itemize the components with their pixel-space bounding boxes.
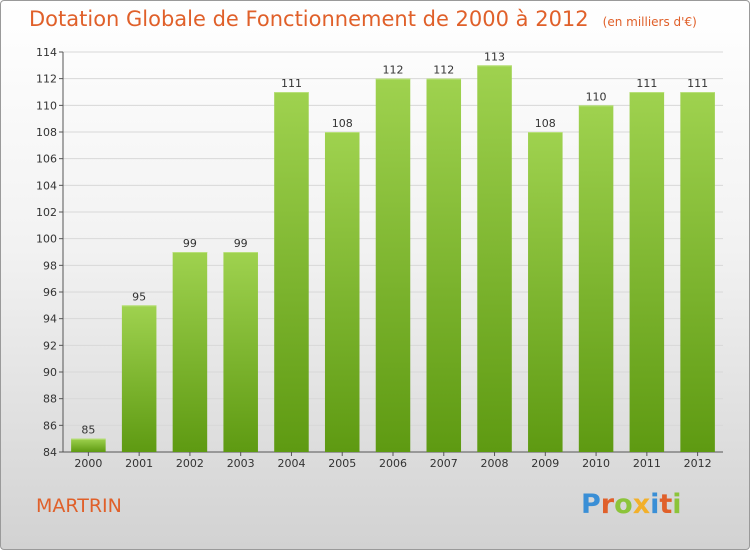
- bar: [629, 92, 665, 452]
- x-tick-label: 2010: [582, 457, 610, 470]
- data-label: 108: [535, 117, 556, 130]
- x-tick-label: 2001: [125, 457, 153, 470]
- bar: [578, 105, 614, 452]
- y-tick-label: 96: [43, 286, 57, 299]
- y-tick-label: 94: [43, 313, 57, 326]
- logo-letter: P: [581, 489, 601, 520]
- bar: [121, 305, 157, 452]
- data-labels: 85 95 99 99 111 108 112 112 113 108 110 111 111: [81, 50, 708, 436]
- bar: [680, 92, 715, 452]
- title-text: Dotation Globale de Fonctionnement de 20…: [29, 7, 589, 31]
- y-tick-label: 88: [43, 393, 57, 406]
- data-label: 99: [234, 237, 248, 250]
- data-label: 95: [132, 290, 146, 303]
- data-label: 112: [383, 64, 404, 77]
- data-label: 113: [484, 50, 505, 63]
- x-tick-label: 2009: [531, 457, 559, 470]
- y-tick-label: 108: [36, 126, 57, 139]
- bar: [426, 78, 462, 453]
- proxiti-logo: Proxiti: [581, 489, 682, 520]
- bar: [375, 78, 411, 453]
- data-label: 111: [636, 77, 657, 90]
- y-tick-label: 110: [36, 99, 57, 112]
- x-tick-label: 2006: [379, 457, 407, 470]
- y-tick-label: 98: [43, 259, 57, 272]
- y-tick-label: 104: [36, 179, 57, 192]
- logo-letter: o: [614, 489, 633, 520]
- logo-letter: i: [650, 489, 660, 520]
- y-tick-label: 92: [43, 339, 57, 352]
- data-label: 111: [281, 77, 302, 90]
- y-tick-label: 84: [43, 446, 57, 459]
- x-tick-label: 2011: [633, 457, 661, 470]
- x-tick-label: 2002: [176, 457, 204, 470]
- x-tick-label: 2005: [328, 457, 356, 470]
- y-tick-label: 114: [36, 46, 57, 59]
- logo-letter: t: [659, 489, 673, 520]
- x-tick-label: 2000: [74, 457, 102, 470]
- x-tick-label: 2003: [227, 457, 255, 470]
- data-label: 108: [332, 117, 353, 130]
- x-tick-label: 2007: [430, 457, 458, 470]
- x-tick-labels: 2000 2001 2002 2003 2004 2005 2006 2007 2008 2009…: [74, 452, 712, 470]
- bar: [274, 92, 309, 452]
- x-tick-label: 2004: [277, 457, 305, 470]
- data-label: 112: [433, 64, 454, 77]
- bars: [71, 65, 715, 453]
- x-tick-label: 2012: [684, 457, 712, 470]
- data-label: 85: [81, 424, 95, 437]
- chart-title: Dotation Globale de Fonctionnement de 20…: [29, 7, 697, 31]
- bar: [528, 132, 563, 452]
- y-tick-label: 86: [43, 419, 57, 432]
- y-tick-label: 90: [43, 366, 57, 379]
- bar: [477, 65, 512, 452]
- logo-letter: i: [672, 489, 682, 520]
- bar: [172, 252, 208, 452]
- y-tick-label: 112: [36, 73, 57, 86]
- bar: [324, 132, 360, 452]
- data-label: 111: [687, 77, 708, 90]
- data-label: 110: [586, 90, 607, 103]
- data-label: 99: [183, 237, 197, 250]
- y-tick-label: 100: [36, 233, 57, 246]
- bar: [71, 438, 106, 452]
- logo-letter: x: [632, 489, 651, 520]
- x-tick-label: 2008: [481, 457, 509, 470]
- commune-name: MARTRIN: [36, 495, 122, 517]
- bar: [223, 252, 258, 452]
- logo-letter: r: [600, 489, 615, 520]
- y-tick-label: 106: [36, 153, 57, 166]
- y-tick-label: 102: [36, 206, 57, 219]
- unit-note: (en milliers d'€): [602, 15, 697, 29]
- y-tick-labels: 84 86 88 90 92 94 96 98 100 102 104 106 108 110 112 114: [36, 46, 57, 459]
